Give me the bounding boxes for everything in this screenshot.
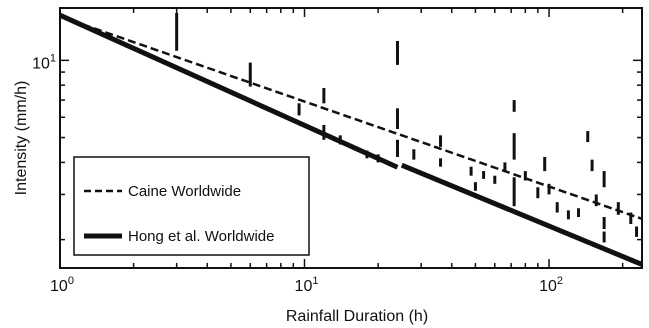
legend-box [73, 156, 310, 256]
legend: Caine Worldwide Hong et al. Worldwide [73, 156, 310, 256]
threshold-lines [58, 12, 643, 267]
legend-label-hong: Hong et al. Worldwide [128, 228, 274, 245]
x-axis-title: Rainfall Duration (h) [286, 308, 428, 325]
y-tick-label-10: 101 [32, 52, 56, 72]
hong-threshold-segment-0 [58, 12, 399, 170]
hong-threshold-segment-1 [400, 162, 643, 267]
y-axis-title: Intensity (mm/h) [13, 81, 30, 196]
x-tick-label-100-exp: 2 [557, 275, 563, 287]
x-tick-label-100-base: 10 [539, 278, 557, 295]
caine-threshold-line [59, 15, 643, 221]
x-tick-label-1: 100 [50, 275, 74, 295]
x-tick-label-1-exp: 0 [68, 275, 74, 287]
x-tick-label-10-base: 10 [295, 278, 313, 295]
legend-label-caine: Caine Worldwide [128, 183, 241, 200]
x-tick-label-100: 102 [539, 275, 563, 295]
x-tick-label-10-exp: 1 [312, 275, 318, 287]
y-tick-label-10-base: 10 [32, 55, 50, 72]
y-tick-label-10-exp: 1 [50, 52, 56, 64]
x-tick-label-1-base: 10 [50, 278, 68, 295]
x-tick-label-10: 101 [295, 275, 319, 295]
